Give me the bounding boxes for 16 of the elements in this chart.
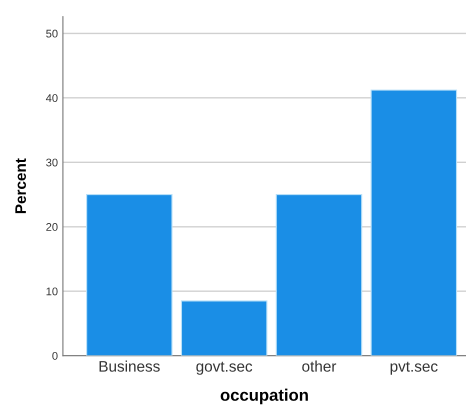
bar <box>276 194 362 356</box>
y-tick-label: 20 <box>46 223 58 231</box>
x-tick-label: Business <box>100 360 160 372</box>
bar <box>370 90 458 356</box>
x-tick-label: govt.sec <box>196 362 252 375</box>
y-tick-label: 10 <box>46 287 58 296</box>
bar <box>180 300 268 356</box>
x-tick-label: pvt.sec <box>390 362 438 375</box>
x-tick-label: other <box>302 360 336 372</box>
y-tick-label: 0 <box>52 352 58 360</box>
y-tick-label: 50 <box>46 30 58 38</box>
y-tick-label: 30 <box>46 158 58 166</box>
x-axis-title: occupation <box>220 388 308 404</box>
bar <box>86 194 173 356</box>
y-axis-title: Percent <box>15 158 26 214</box>
y-tick-label: 40 <box>46 94 58 102</box>
